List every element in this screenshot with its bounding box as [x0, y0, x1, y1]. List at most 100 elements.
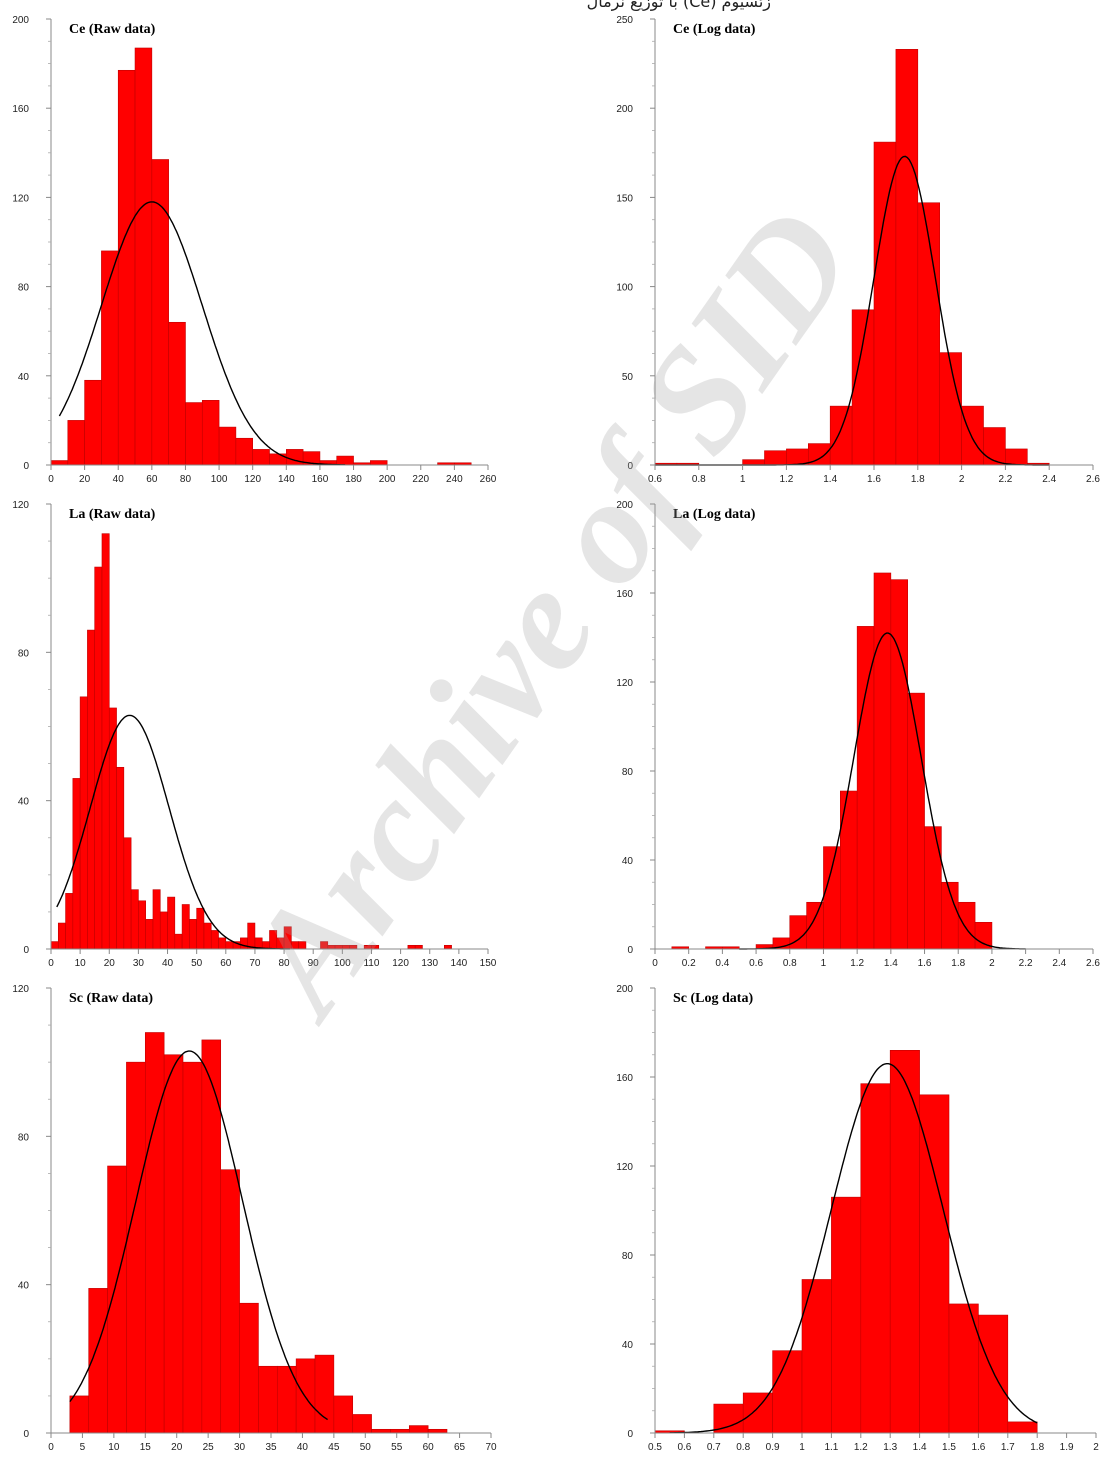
x-tick-label: 0.6	[749, 958, 763, 969]
x-tick-label: 110	[363, 958, 379, 969]
x-tick-label: 5	[80, 1442, 86, 1453]
histogram-bar	[235, 437, 253, 466]
x-tick-label: 1.6	[867, 474, 881, 485]
normal-curve	[58, 201, 346, 466]
histogram-bar	[860, 1083, 891, 1434]
y-tick-label: 0	[23, 461, 29, 472]
x-tick-label: 0	[48, 958, 54, 969]
histogram-bar	[829, 405, 853, 466]
x-tick-label: 120	[392, 958, 409, 969]
x-tick-label: 60	[220, 958, 232, 969]
x-tick-label: 20	[104, 958, 116, 969]
x-tick-label: 2	[989, 958, 995, 969]
x-tick-label: 120	[244, 474, 261, 485]
histogram-bar	[443, 944, 452, 950]
histogram-bar	[67, 420, 85, 466]
y-tick-label: 150	[616, 193, 633, 204]
histogram-bar	[185, 402, 203, 466]
histogram-bar	[50, 460, 69, 466]
x-tick-label: 150	[480, 958, 497, 969]
x-tick-label: 15	[140, 1442, 152, 1453]
histogram-bar	[144, 1032, 165, 1434]
x-tick-label: 1.2	[850, 958, 864, 969]
histogram-bar	[163, 1054, 184, 1434]
x-tick-label: 1.7	[1001, 1442, 1015, 1453]
histogram-bar	[152, 889, 161, 950]
histogram-bar	[218, 937, 227, 950]
x-tick-label: 0.2	[682, 958, 696, 969]
x-tick-label: 100	[334, 958, 351, 969]
histogram-bar	[134, 47, 153, 466]
histogram-bar	[65, 893, 74, 950]
histogram-bar	[327, 944, 336, 950]
histogram-bar	[961, 405, 984, 466]
y-tick-label: 80	[18, 1132, 30, 1143]
y-tick-label: 160	[616, 1073, 633, 1084]
x-tick-label: 20	[171, 1442, 183, 1453]
x-tick-label: 140	[278, 474, 295, 485]
y-tick-label: 40	[622, 1340, 634, 1351]
x-tick-label: 2.2	[998, 474, 1012, 485]
y-tick-label: 40	[622, 856, 634, 867]
histogram-bar	[342, 944, 350, 950]
histogram-bar	[108, 707, 117, 950]
x-tick-label: 25	[203, 1442, 215, 1453]
histogram-bar	[334, 944, 343, 950]
x-tick-label: 80	[279, 958, 291, 969]
histogram-bar	[87, 629, 95, 950]
y-tick-label: 80	[622, 767, 634, 778]
histogram-bar	[948, 1303, 979, 1434]
x-tick-label: 55	[391, 1442, 403, 1453]
histogram-bar	[831, 1196, 862, 1434]
histogram-bar	[116, 766, 125, 950]
histogram-bar	[181, 904, 190, 950]
x-tick-label: 2.4	[1042, 474, 1056, 485]
histogram-bar	[349, 944, 358, 950]
histogram-bar	[352, 1414, 372, 1434]
histogram-bar	[873, 141, 897, 466]
y-tick-label: 80	[622, 1251, 634, 1262]
x-tick-label: 70	[485, 1442, 497, 1453]
y-tick-label: 0	[23, 945, 29, 956]
y-tick-label: 160	[616, 589, 633, 600]
normal-curve	[739, 632, 1026, 950]
histogram-bar	[889, 1050, 920, 1434]
chart-title: Sc (Raw data)	[69, 991, 153, 1006]
x-tick-label: 1.8	[951, 958, 965, 969]
chart-title: La (Log data)	[673, 507, 756, 522]
header-text: زئسيوم (Ce) با توزيع نرمال	[586, 0, 771, 11]
y-tick-label: 40	[18, 1281, 30, 1292]
x-tick-label: 1.6	[918, 958, 932, 969]
histogram-bar	[167, 896, 176, 950]
histogram-bar	[239, 1302, 259, 1434]
histogram-bar	[101, 533, 110, 950]
y-tick-label: 200	[616, 984, 633, 995]
x-tick-label: 70	[249, 958, 261, 969]
x-tick-label: 2.6	[1086, 958, 1100, 969]
x-tick-label: 0.9	[766, 1442, 780, 1453]
x-tick-label: 1.6	[971, 1442, 985, 1453]
x-tick-label: 0.8	[783, 958, 797, 969]
y-tick-label: 50	[622, 372, 634, 383]
x-tick-label: 220	[412, 474, 429, 485]
histogram-sc-raw: 0 5 10 15 20 25 30 35 40 45 50 55 60 65 70 0 40 80 120 Sc (…	[12, 984, 497, 1453]
y-tick-label: 250	[616, 15, 633, 26]
x-tick-label: 1	[799, 1442, 805, 1453]
histogram-bar	[240, 937, 248, 950]
histogram-bar	[823, 846, 841, 950]
y-tick-label: 0	[627, 461, 633, 472]
x-tick-label: 240	[446, 474, 463, 485]
histogram-bar	[1007, 1421, 1038, 1434]
x-tick-label: 0.6	[677, 1442, 691, 1453]
x-tick-label: 2.4	[1052, 958, 1066, 969]
x-tick-label: 1.5	[942, 1442, 956, 1453]
histogram-bar	[201, 400, 220, 466]
histogram-bar	[210, 930, 219, 950]
x-tick-label: 65	[454, 1442, 466, 1453]
x-tick-label: 20	[79, 474, 91, 485]
histogram-bar	[370, 460, 388, 466]
x-tick-label: 0.8	[736, 1442, 750, 1453]
chart-title: Ce (Log data)	[673, 22, 756, 37]
histogram-bar	[786, 448, 809, 466]
